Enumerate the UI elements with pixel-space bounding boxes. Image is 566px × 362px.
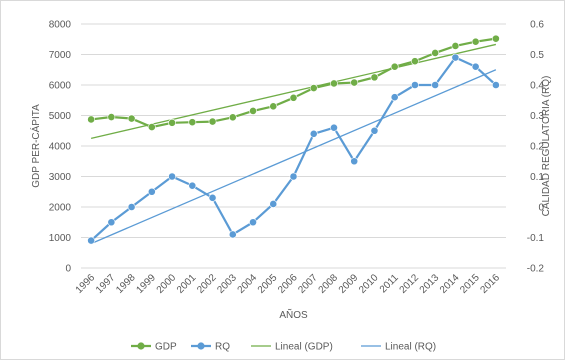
data-point-gdp [431, 49, 440, 57]
data-point-rq [228, 230, 237, 239]
y-tick-label-right: 0 [538, 203, 544, 214]
data-point-gdp [168, 118, 176, 127]
x-tick-label: 2000 [155, 272, 179, 296]
data-point-gdp [350, 78, 359, 87]
data-point-rq [107, 218, 116, 227]
y-tick-label-right: 0.6 [530, 20, 544, 31]
y-tick-label-right: -0.2 [527, 264, 545, 275]
y-tick-label-left: 2000 [49, 203, 72, 214]
x-tick-label: 2014 [438, 272, 462, 296]
data-point-gdp [289, 93, 298, 102]
data-point-gdp [491, 34, 500, 43]
data-point-rq [491, 81, 500, 89]
x-tick-label: 1998 [114, 272, 138, 296]
x-tick-label: 2007 [296, 272, 320, 296]
x-tick-label: 2006 [276, 272, 300, 296]
y-tick-label-left: 5000 [49, 111, 72, 122]
data-point-rq [390, 93, 399, 102]
data-point-rq [188, 181, 197, 190]
data-point-rq [471, 62, 480, 71]
x-tick-label: 1996 [74, 272, 98, 296]
x-tick-label: 2003 [215, 272, 239, 296]
data-point-gdp [87, 115, 96, 124]
data-point-rq [330, 123, 338, 132]
data-point-gdp [411, 57, 419, 66]
legend: GDP RQ Lineal (GDP) Lineal (RQ) [131, 342, 436, 353]
legend-label: GDP [155, 342, 177, 353]
x-tick-label: 2010 [357, 272, 381, 296]
y-axis-title-left: GDP PER-CÁPITA [29, 104, 42, 188]
x-tick-label: 2015 [458, 272, 482, 296]
data-point-gdp [370, 73, 379, 82]
data-point-gdp [228, 113, 237, 122]
x-tick-label: 1999 [134, 272, 158, 296]
x-tick-label: 2009 [337, 272, 361, 296]
y-tick-label-left: 1000 [49, 233, 72, 244]
data-point-rq [289, 172, 298, 181]
legend-label: RQ [215, 342, 230, 353]
data-point-rq [168, 172, 176, 181]
data-point-gdp [269, 102, 278, 111]
y-tick-label-left: 0 [65, 264, 71, 275]
data-point-gdp [309, 84, 318, 92]
data-point-rq [451, 53, 460, 62]
y-tick-label-right: -0.1 [527, 233, 545, 244]
gridlines [81, 23, 506, 269]
data-point-gdp [451, 42, 460, 50]
y-tick-label-right: 0.5 [530, 50, 544, 61]
y-tick-label-left: 3000 [49, 172, 72, 183]
x-tick-label: 2005 [256, 272, 280, 296]
data-point-rq [269, 200, 278, 208]
data-point-rq [208, 193, 217, 202]
x-tick-label: 2013 [418, 272, 442, 296]
data-point-gdp [188, 118, 197, 127]
y-tick-label-right: 0.4 [530, 81, 544, 92]
data-point-gdp [127, 114, 136, 123]
y-axis-title-right: CALIDAD REGULATORIA (RQ) [541, 76, 552, 217]
legend-label: Lineal (RQ) [385, 342, 436, 353]
y-tick-label-left: 4000 [49, 142, 72, 153]
y-tick-label-right: 0.2 [530, 142, 544, 153]
x-tick-label: 2008 [317, 272, 341, 296]
data-point-gdp [208, 117, 217, 126]
x-axis-title: AÑOS [279, 308, 308, 321]
data-point-rq [350, 157, 359, 166]
x-tick-label: 2012 [398, 272, 422, 296]
data-point-gdp [390, 62, 399, 71]
y-tick-label-left: 7000 [49, 50, 72, 61]
y-tick-label-right: 0.1 [530, 172, 544, 183]
data-point-gdp [330, 79, 338, 88]
x-tick-label: 2001 [175, 272, 199, 296]
trendline-lineal-rq [90, 69, 497, 245]
data-point-rq [309, 129, 318, 138]
data-point-gdp [147, 123, 156, 131]
data-point-gdp [107, 113, 116, 121]
data-point-gdp [471, 37, 480, 46]
data-point-rq [431, 81, 440, 89]
x-tick-label: 1997 [94, 272, 118, 296]
data-point-rq [127, 203, 136, 211]
data-point-rq [87, 236, 96, 245]
x-tick-label: 2016 [478, 272, 502, 296]
data-point-rq [411, 81, 419, 89]
x-tick-label: 2004 [236, 272, 260, 296]
trendline-lineal-gdp [90, 43, 497, 140]
legend-label: Lineal (GDP) [275, 342, 333, 353]
data-point-rq [370, 126, 379, 135]
data-point-rq [147, 187, 156, 196]
legend-marker [197, 342, 205, 350]
x-tick-label: 2002 [195, 272, 219, 296]
y-tick-label-right: 0.3 [530, 111, 544, 122]
data-point-gdp [249, 107, 257, 115]
legend-marker [137, 342, 145, 350]
y-tick-label-left: 6000 [49, 81, 72, 92]
x-tick-label: 2011 [378, 272, 401, 295]
data-point-rq [249, 218, 257, 227]
y-tick-label-left: 8000 [49, 20, 72, 31]
